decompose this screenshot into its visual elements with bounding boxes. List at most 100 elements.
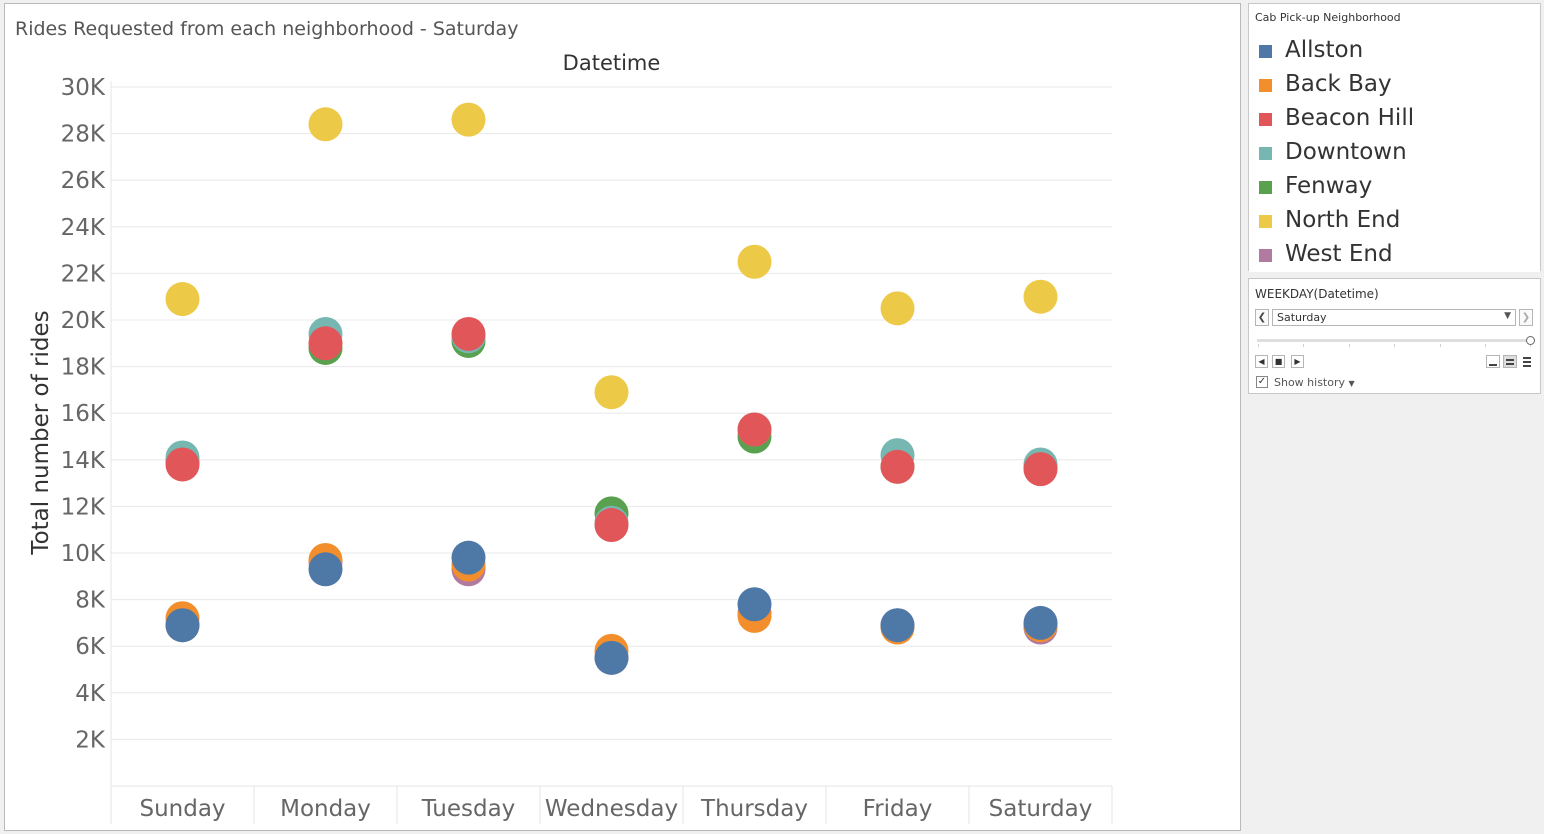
weekday-select-value: Saturday [1277,311,1327,324]
data-point-north-end [880,291,915,326]
legend-label: Fenway [1285,173,1373,199]
show-history-label[interactable]: Show history ▼ [1274,376,1355,389]
play-backward-icon: ◀ [1258,357,1265,366]
legend-swatch [1259,147,1272,160]
show-history-text: Show history [1274,376,1346,389]
speed-fast-icon-bar [1523,365,1531,367]
y-tick-label: 4K [75,681,106,707]
y-tick-label: 20K [61,308,106,334]
x-tick-label: Saturday [989,796,1093,822]
page-slider-track[interactable] [1257,339,1529,342]
legend-item-north-end[interactable]: North End [1249,204,1540,238]
speed-medium-button[interactable] [1503,355,1517,368]
page-slider-handle[interactable] [1526,336,1535,345]
x-tick-label: Friday [863,796,933,822]
play-forward-button[interactable]: ▶ [1291,355,1304,368]
data-point-north-end [1023,279,1058,314]
y-tick-label: 10K [61,541,106,567]
y-tick-label: 22K [61,261,106,287]
speed-slow-button[interactable] [1486,355,1500,368]
data-point-allston [165,608,200,643]
slider-tick [1258,344,1259,347]
chart-title: Rides Requested from each neighborhood -… [15,18,519,40]
legend-title: Cab Pick-up Neighborhood [1255,11,1401,24]
speed-medium-icon-bar [1506,363,1514,365]
data-point-beacon-hill [880,449,915,484]
y-tick-label: 8K [75,588,106,614]
legend-swatch [1259,181,1272,194]
speed-fast-button[interactable] [1520,355,1534,368]
legend-item-back-bay[interactable]: Back Bay [1249,68,1540,102]
data-point-allston [880,608,915,643]
y-tick-label: 24K [61,215,106,241]
legend-swatch [1259,215,1272,228]
legend-label: Allston [1285,37,1364,63]
x-tick-label: Thursday [700,796,808,822]
data-point-beacon-hill [308,326,343,361]
legend-item-allston[interactable]: Allston [1249,34,1540,68]
slider-tick [1440,344,1441,347]
x-axis-header: Datetime [563,51,661,75]
legend-swatch [1259,45,1272,58]
play-forward-icon: ▶ [1294,357,1301,366]
speed-fast-icon [1523,357,1531,359]
stop-button[interactable]: ■ [1272,355,1285,368]
legend-item-downtown[interactable]: Downtown [1249,136,1540,170]
slider-tick [1394,344,1395,347]
legend-item-fenway[interactable]: Fenway [1249,170,1540,204]
legend-panel: Cab Pick-up Neighborhood Allston Back Ba… [1248,3,1541,272]
show-history-checkbox[interactable]: ✓ [1256,376,1268,388]
caret-down-icon: ▼ [1504,311,1511,321]
stop-icon: ■ [1274,357,1283,366]
data-point-allston [1023,605,1058,640]
y-tick-label: 14K [61,448,106,474]
slider-tick [1349,344,1350,347]
data-point-allston [451,540,486,575]
caret-down-icon: ▼ [1348,379,1355,388]
slider-tick [1485,344,1486,347]
y-tick-label: 12K [61,494,106,520]
data-point-allston [308,552,343,587]
data-point-north-end [594,375,629,410]
legend-list: Allston Back Bay Beacon Hill Downtown Fe… [1249,34,1540,272]
y-tick-label: 28K [61,122,106,148]
speed-slow-icon [1489,364,1497,366]
x-tick-label: Wednesday [545,796,678,822]
previous-page-button[interactable]: ❮ [1255,309,1269,326]
chevron-left-icon: ❮ [1257,312,1267,323]
data-point-beacon-hill [165,447,200,482]
filter-title: WEEKDAY(Datetime) [1255,287,1379,301]
x-tick-label: Monday [280,796,371,822]
x-tick-label: Tuesday [421,796,516,822]
legend-swatch [1259,249,1272,262]
slider-tick [1530,344,1531,347]
data-point-beacon-hill [451,316,486,351]
legend-label: North End [1285,207,1401,233]
data-point-north-end [165,282,200,317]
legend-label: Back Bay [1285,71,1392,97]
data-point-beacon-hill [1023,452,1058,487]
legend-swatch [1259,113,1272,126]
data-point-north-end [451,102,486,137]
y-tick-label: 30K [61,75,106,101]
legend-label: Downtown [1285,139,1407,165]
data-point-beacon-hill [737,412,772,447]
legend-label: Beacon Hill [1285,105,1415,131]
play-backward-button[interactable]: ◀ [1255,355,1268,368]
scatter-plot: 2K 4K 6K 8K 10K 12K 14K 16K 18K 20K 22K 24K 26K 28K 30… [28,51,1113,824]
y-tick-label: 26K [61,168,106,194]
next-page-button[interactable]: ❯ [1519,309,1533,326]
data-point-allston [594,640,629,675]
legend-item-west-end[interactable]: West End [1249,238,1540,272]
legend-item-beacon-hill[interactable]: Beacon Hill [1249,102,1540,136]
speed-fast-icon-bar [1523,361,1531,363]
legend-label: West End [1285,241,1393,267]
weekday-select[interactable]: Saturday ▼ [1272,309,1516,326]
data-point-allston [737,587,772,622]
y-axis-label: Total number of rides [28,310,54,555]
data-point-beacon-hill [594,508,629,543]
chevron-right-icon: ❯ [1521,312,1531,323]
y-tick-label: 18K [61,355,106,381]
y-tick-label: 2K [75,727,106,753]
chart-panel: Rides Requested from each neighborhood -… [4,3,1241,831]
